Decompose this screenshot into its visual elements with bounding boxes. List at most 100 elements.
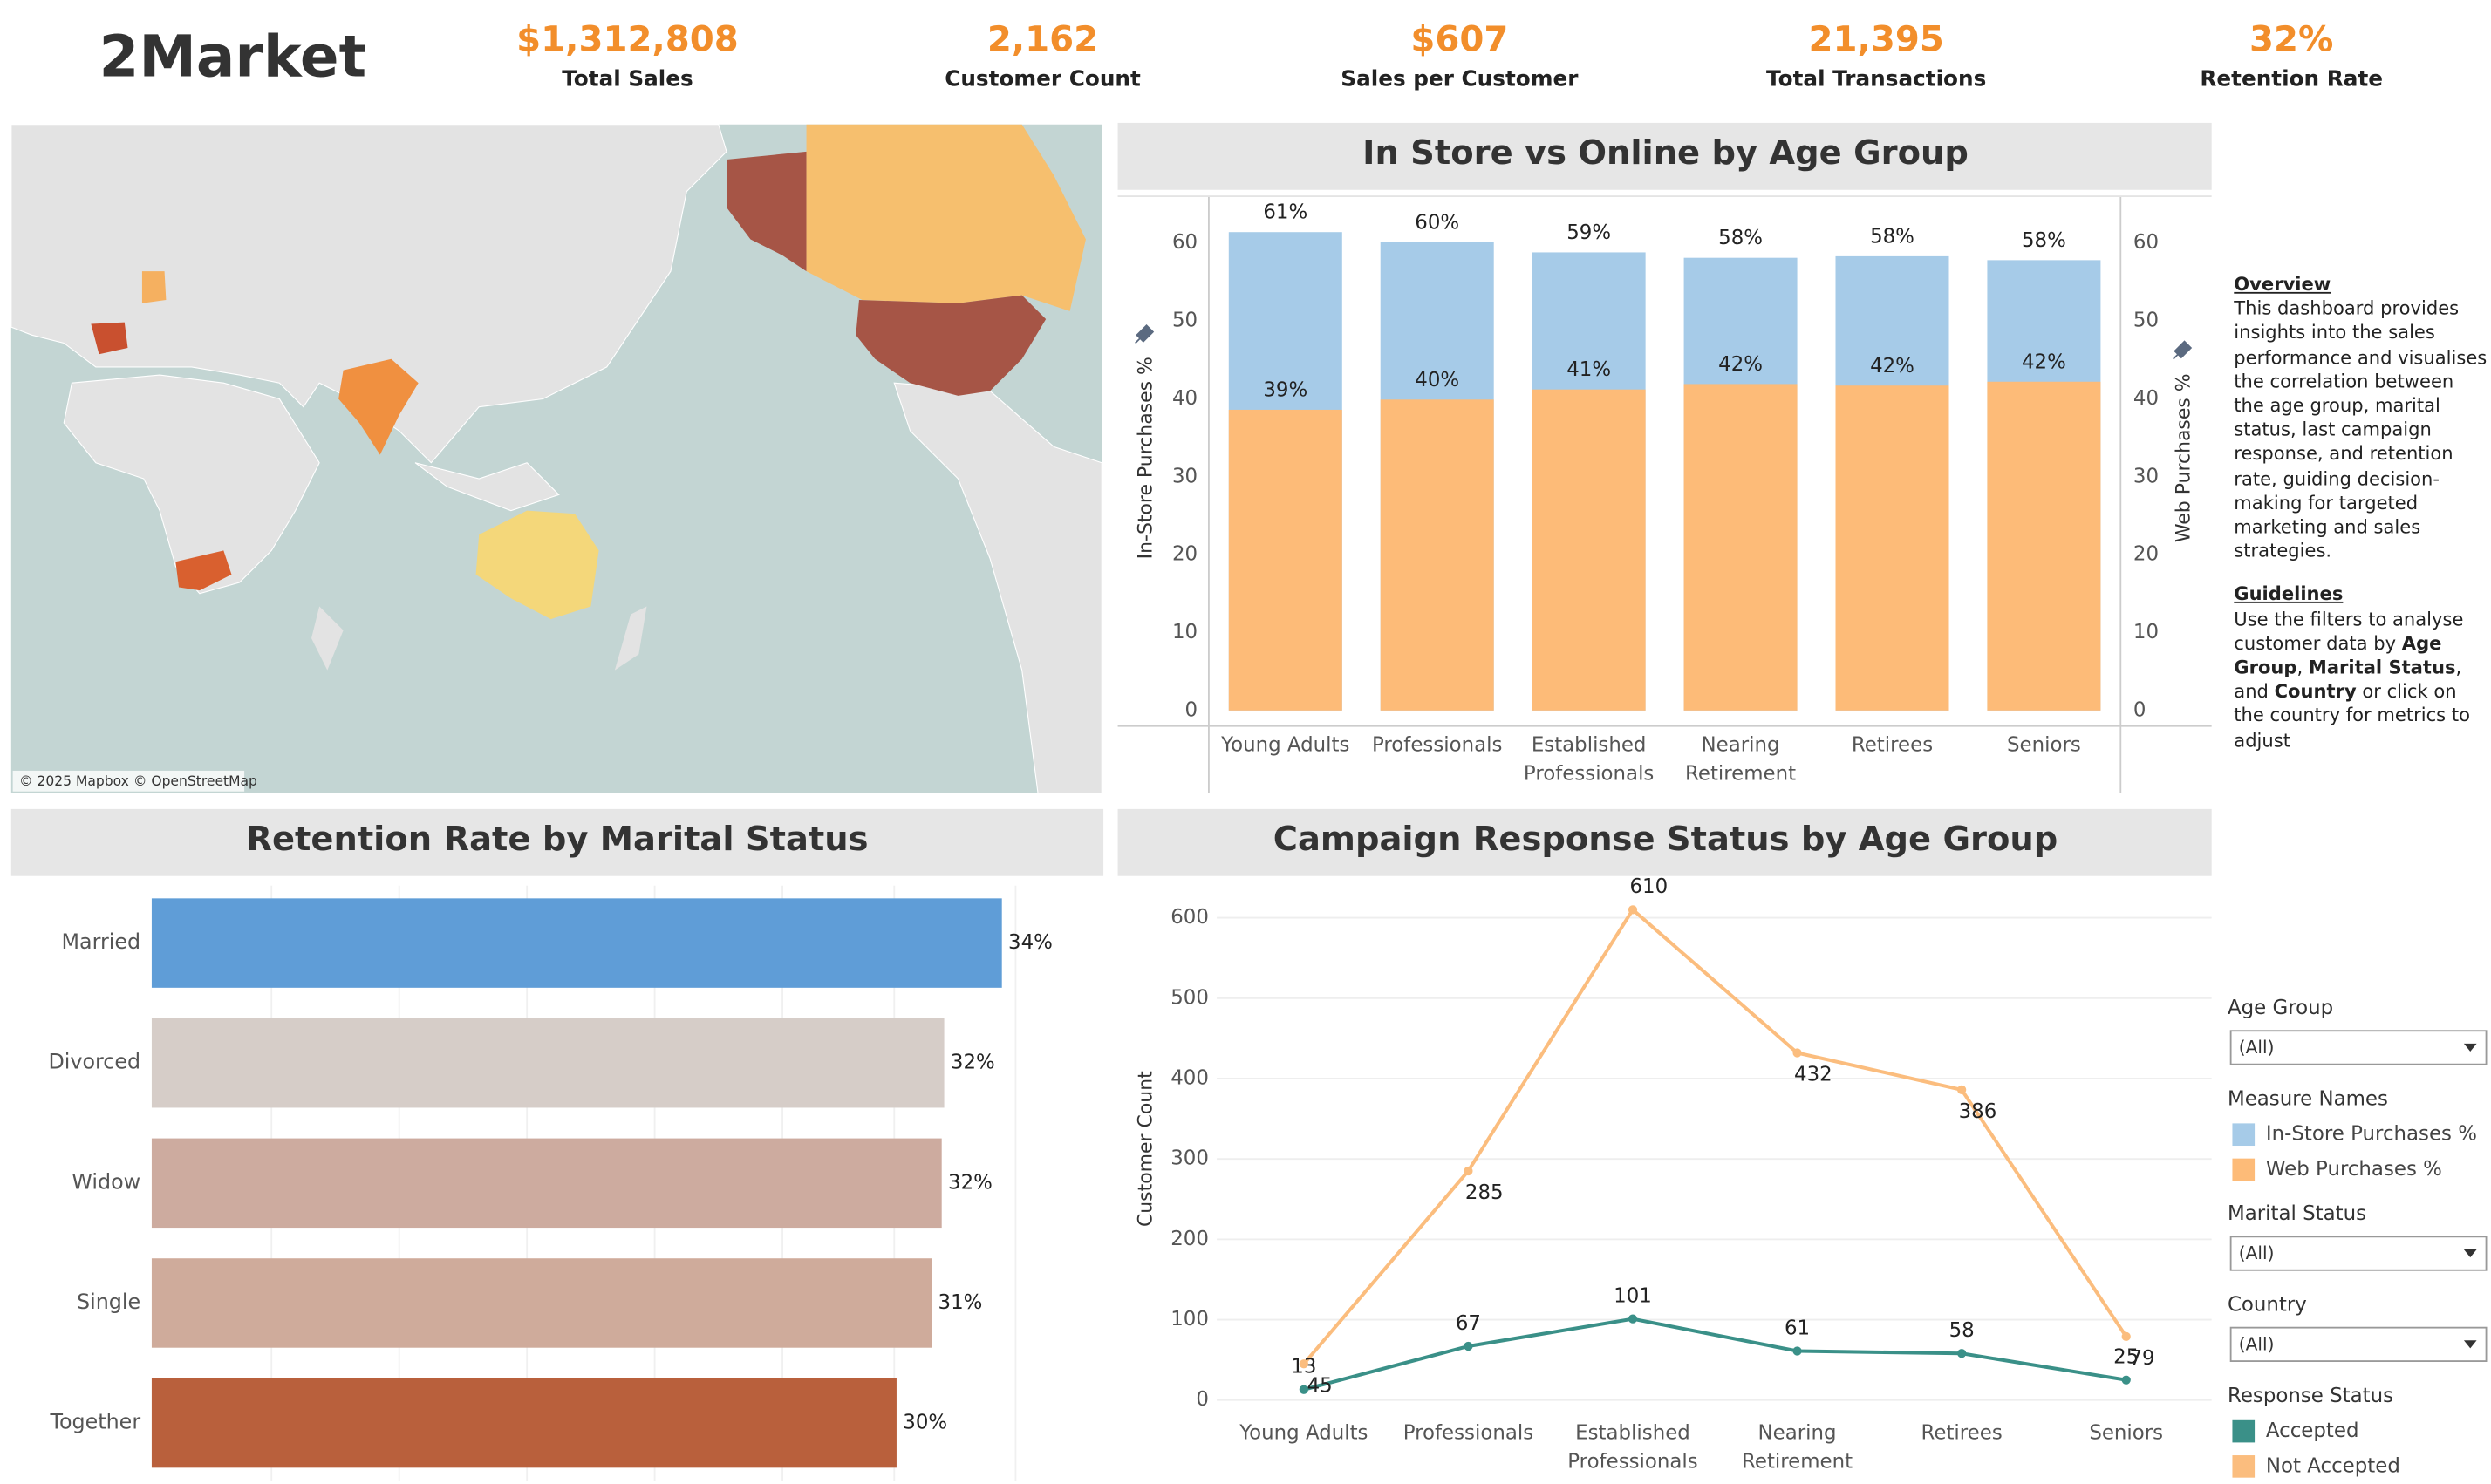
- data-label: 386: [1959, 1100, 1997, 1123]
- guidelines-text: or click on the country for metrics to a…: [2234, 680, 2470, 752]
- bar: [1683, 384, 1798, 711]
- y-axis-title: In-Store Purchases %: [1136, 357, 1157, 559]
- country-india[interactable]: [338, 358, 419, 455]
- data-label: 432: [1794, 1064, 1832, 1086]
- bar: [1987, 381, 2101, 711]
- kpi-label: Total Transactions: [1766, 66, 1986, 92]
- country-germany[interactable]: [141, 271, 167, 303]
- x-tick-label: Nearing Retirement: [1742, 1421, 1853, 1473]
- data-label: 42%: [2022, 351, 2066, 373]
- data-label: 32%: [951, 1052, 995, 1074]
- data-label: 31%: [938, 1291, 983, 1314]
- data-label: 40%: [1415, 369, 1459, 391]
- y2-tick-label: 40: [2133, 387, 2159, 410]
- data-label: 25: [2113, 1346, 2139, 1369]
- dropdown-value[interactable]: (All): [2239, 1037, 2275, 1058]
- point: [1957, 1349, 1967, 1358]
- dropdown[interactable]: [2229, 1326, 2488, 1362]
- country-spain[interactable]: [91, 322, 128, 355]
- bar: [1835, 385, 1949, 711]
- legend-swatch[interactable]: [2232, 1455, 2256, 1478]
- dropdown-value[interactable]: (All): [2239, 1333, 2275, 1354]
- legend-swatch[interactable]: [2232, 1123, 2256, 1147]
- pin-icon: [2173, 340, 2193, 360]
- y-tick-label: 600: [1170, 906, 1209, 929]
- country-usa[interactable]: [856, 295, 1047, 396]
- x-tick-label: Established Professionals: [1524, 733, 1654, 785]
- chart-title: Campaign Response Status by Age Group: [1273, 820, 2058, 859]
- y-tick-label: 0: [1196, 1388, 1209, 1411]
- y2-tick-label: 30: [2133, 465, 2159, 487]
- map: © 2025 Mapbox © OpenStreetMap: [10, 124, 1102, 794]
- data-label: 32%: [948, 1171, 993, 1194]
- x-tick-label: Retirees: [1852, 733, 1933, 756]
- filter-label: Marital Status: [2228, 1202, 2366, 1225]
- kpi-value: $1,312,808: [516, 20, 739, 60]
- legend-swatch[interactable]: [2232, 1419, 2256, 1443]
- y2-tick-label: 10: [2133, 621, 2159, 643]
- y-tick-label: 60: [1172, 231, 1198, 254]
- land-africa: [63, 374, 320, 595]
- point: [1792, 1346, 1802, 1356]
- bar: [151, 898, 1002, 988]
- y-tick-label: 400: [1170, 1066, 1209, 1089]
- country-australia[interactable]: [475, 510, 599, 620]
- y-tick-label: Single: [77, 1290, 140, 1314]
- dropdown-value[interactable]: (All): [2239, 1242, 2275, 1263]
- point: [1792, 1048, 1802, 1058]
- bar: [151, 1138, 942, 1229]
- title-bar: [1117, 122, 2212, 190]
- country-south-africa[interactable]: [175, 550, 232, 591]
- y2-tick-label: 50: [2133, 310, 2159, 332]
- kpi-value: $607: [1410, 20, 1508, 60]
- x-tick-label: Professionals: [1372, 733, 1502, 756]
- overview-text: This dashboard provides insights into th…: [2234, 296, 2488, 562]
- y-tick-label: 0: [1185, 698, 1198, 721]
- legend-label[interactable]: Web Purchases %: [2266, 1158, 2442, 1181]
- data-label: 61: [1785, 1317, 1810, 1339]
- guidelines-text: ,: [2296, 656, 2309, 678]
- y-tick-label: 50: [1172, 310, 1198, 332]
- data-label: 61%: [1263, 201, 1307, 224]
- data-label: 79: [2129, 1347, 2154, 1370]
- y-tick-label: Divorced: [48, 1050, 140, 1074]
- data-label: 30%: [903, 1412, 947, 1434]
- y2-axis-title: Web Purchases %: [2174, 373, 2195, 542]
- y-tick-label: 300: [1170, 1147, 1209, 1170]
- pin-icon: [1135, 324, 1155, 344]
- dropdown[interactable]: [2229, 1236, 2488, 1271]
- y-tick-label: 100: [1170, 1308, 1209, 1331]
- country-alaska[interactable]: [727, 151, 807, 272]
- dropdown[interactable]: [2229, 1030, 2488, 1065]
- bar: [151, 1378, 897, 1468]
- x-tick-label: Young Adults: [1220, 733, 1349, 756]
- y2-tick-label: 0: [2133, 698, 2146, 721]
- overview: Overview This dashboard provides insights…: [2234, 273, 2489, 564]
- legend-label[interactable]: Accepted: [2266, 1419, 2359, 1442]
- point: [1628, 905, 1638, 915]
- legend-label[interactable]: Not Accepted: [2266, 1454, 2400, 1477]
- guidelines-text: , and: [2234, 656, 2462, 703]
- point: [1299, 1359, 1308, 1369]
- legend-swatch[interactable]: [2232, 1158, 2256, 1181]
- point: [1299, 1385, 1308, 1394]
- legend-label[interactable]: In-Store Purchases %: [2266, 1123, 2477, 1146]
- bar: [1532, 389, 1646, 711]
- data-label: 45: [1307, 1374, 1333, 1397]
- point: [1464, 1166, 1473, 1176]
- y-tick-label: Married: [62, 929, 141, 954]
- y-tick-label: 20: [1172, 543, 1198, 566]
- title-bar: [1117, 808, 2212, 876]
- country-canada[interactable]: [806, 124, 1086, 311]
- data-label: 58: [1949, 1319, 1975, 1342]
- y-tick-label: 40: [1172, 387, 1198, 410]
- data-label: 58%: [1718, 227, 1763, 249]
- dropdown-arrow: [2463, 1340, 2477, 1349]
- title-bar: [10, 808, 1104, 876]
- kpi-value: 2,162: [987, 20, 1098, 60]
- kpi-label: Retention Rate: [2200, 66, 2383, 92]
- guidelines-keyword: Marital Status: [2308, 656, 2456, 678]
- y2-tick-label: 60: [2133, 231, 2159, 254]
